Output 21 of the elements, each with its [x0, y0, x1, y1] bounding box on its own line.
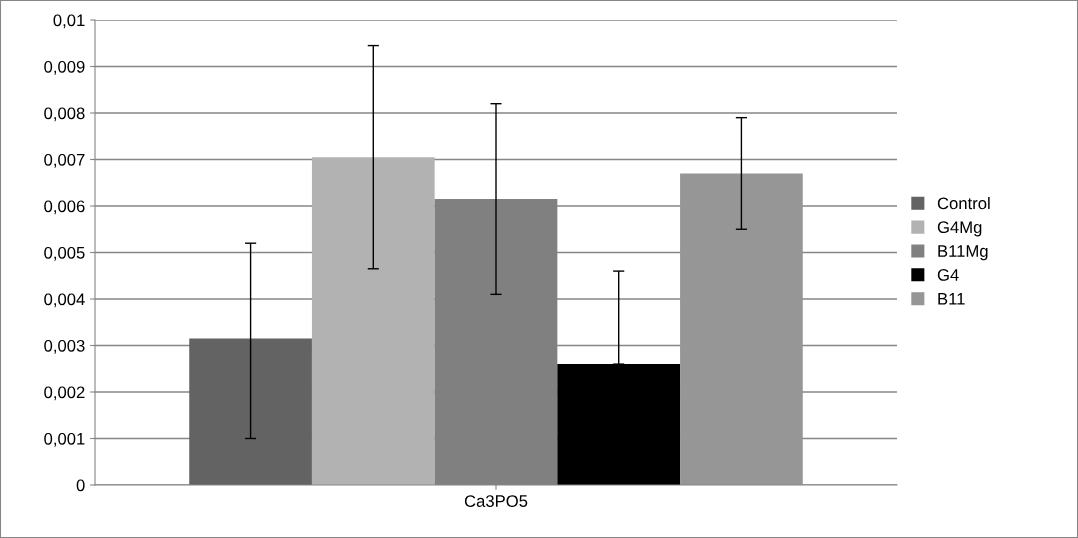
x-tick-label: Ca3PO5: [464, 495, 528, 507]
y-tick-label: 0,01: [53, 14, 85, 29]
y-tick-label: 0,001: [44, 432, 85, 447]
y-tick-label: 0,003: [44, 339, 85, 354]
legend-label: G4Mg: [937, 221, 982, 237]
bar: [189, 338, 312, 485]
legend-label: B11: [938, 293, 965, 305]
y-tick-label: 0,009: [44, 60, 85, 75]
legend-label: B11Mg: [938, 245, 988, 261]
bar: [680, 173, 803, 485]
y-tick-label: 0,006: [44, 200, 85, 215]
y-tick-label: 0,008: [44, 107, 85, 122]
legend-label: Control: [937, 196, 990, 210]
y-tick-label: 0,004: [44, 293, 85, 308]
legend-label: G4: [937, 269, 959, 281]
y-tick-label: 0,005: [44, 246, 85, 261]
bar: [557, 364, 681, 485]
bar: [311, 157, 435, 485]
y-tick-label: 0,002: [44, 386, 85, 401]
y-tick-label: 0: [76, 479, 85, 492]
y-tick-label: 0,007: [44, 153, 85, 168]
